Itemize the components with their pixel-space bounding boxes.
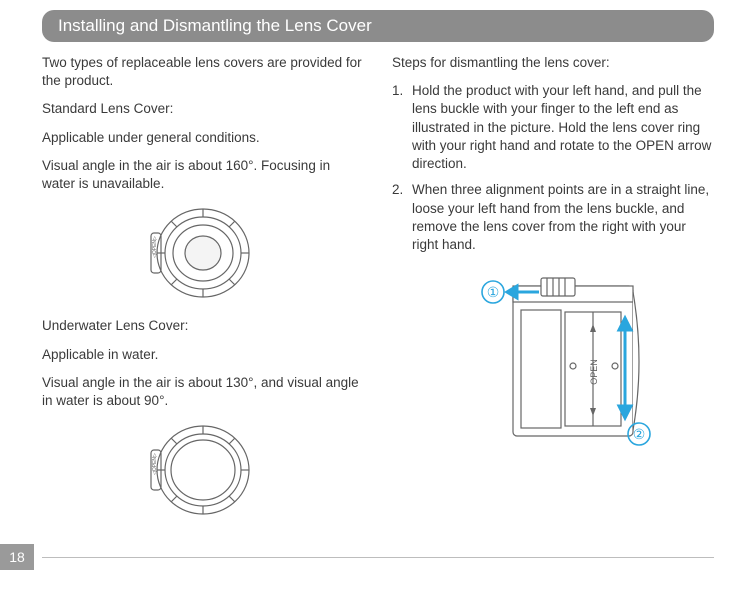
- underwater-lens-figure: ◁OPEN▷: [42, 420, 364, 520]
- standard-applicable: Applicable under general conditions.: [42, 129, 364, 147]
- step-number: 2.: [392, 181, 412, 254]
- steps-list: 1. Hold the product with your left hand,…: [392, 82, 714, 254]
- dismantle-diagram-icon: OPEN: [453, 262, 653, 462]
- intro-text: Two types of replaceable lens covers are…: [42, 54, 364, 90]
- section-title: Installing and Dismantling the Lens Cove…: [58, 16, 372, 35]
- standard-visual: Visual angle in the air is about 160°. F…: [42, 157, 364, 193]
- standard-lens-icon: ◁OPEN▷: [133, 203, 273, 303]
- right-column: Steps for dismantling the lens cover: 1.…: [392, 54, 714, 534]
- underwater-heading: Underwater Lens Cover:: [42, 317, 364, 335]
- page-number-tab: 18: [0, 544, 34, 570]
- step-text: When three alignment points are in a str…: [412, 181, 714, 254]
- footer-divider: [42, 557, 714, 558]
- step-number: 1.: [392, 82, 412, 173]
- underwater-applicable: Applicable in water.: [42, 346, 364, 364]
- svg-text:OPEN: OPEN: [589, 359, 599, 385]
- section-title-bar: Installing and Dismantling the Lens Cove…: [42, 10, 714, 42]
- svg-text:◁OPEN▷: ◁OPEN▷: [152, 453, 158, 475]
- svg-text:◁OPEN▷: ◁OPEN▷: [152, 236, 158, 258]
- underwater-visual: Visual angle in the air is about 130°, a…: [42, 374, 364, 410]
- step-item: 1. Hold the product with your left hand,…: [392, 82, 714, 173]
- standard-heading: Standard Lens Cover:: [42, 100, 364, 118]
- left-column: Two types of replaceable lens covers are…: [42, 54, 364, 534]
- callout-one-label: ①: [487, 284, 500, 300]
- page-number: 18: [9, 549, 25, 565]
- standard-lens-figure: ◁OPEN▷: [42, 203, 364, 303]
- dismantle-figure: OPEN: [392, 262, 714, 462]
- step-text: Hold the product with your left hand, an…: [412, 82, 714, 173]
- steps-heading: Steps for dismantling the lens cover:: [392, 54, 714, 72]
- callout-two-label: ②: [633, 426, 646, 442]
- content-columns: Two types of replaceable lens covers are…: [42, 54, 714, 534]
- page: Installing and Dismantling the Lens Cove…: [0, 0, 744, 594]
- step-item: 2. When three alignment points are in a …: [392, 181, 714, 254]
- underwater-lens-icon: ◁OPEN▷: [133, 420, 273, 520]
